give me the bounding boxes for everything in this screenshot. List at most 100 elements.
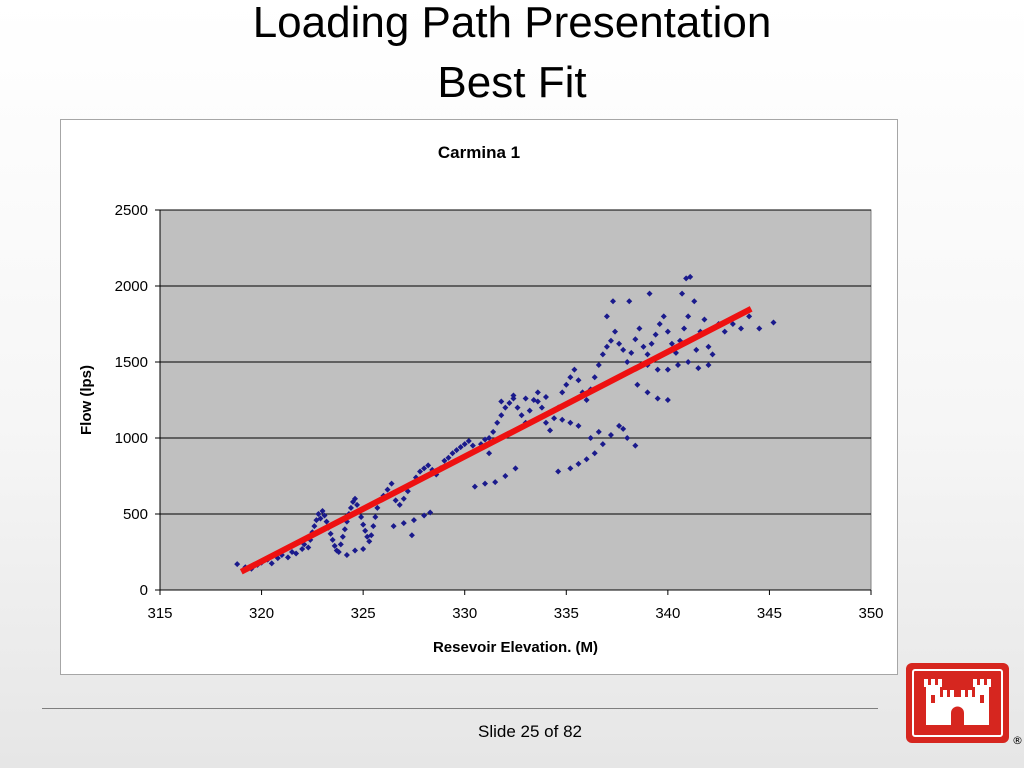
data-point	[644, 351, 651, 358]
data-point	[534, 389, 541, 396]
data-point	[612, 328, 619, 335]
data-point	[347, 504, 354, 511]
data-point	[654, 395, 661, 402]
data-point	[632, 442, 639, 449]
best-fit-line	[239, 306, 753, 575]
data-point	[640, 343, 647, 350]
slide-title-line-1: Loading Path Presentation	[252, 0, 772, 47]
data-point	[510, 392, 517, 399]
data-point	[542, 419, 549, 426]
data-point	[374, 504, 381, 511]
data-point	[368, 532, 375, 539]
data-point	[575, 460, 582, 467]
data-point	[567, 465, 574, 472]
data-point	[384, 486, 391, 493]
data-point	[421, 465, 428, 472]
data-point	[319, 507, 326, 514]
data-point	[358, 514, 365, 521]
data-point	[646, 290, 653, 297]
data-point	[626, 298, 633, 305]
x-tick-label: 335	[554, 605, 579, 622]
data-point	[305, 544, 312, 551]
data-point	[498, 412, 505, 419]
data-point	[352, 547, 359, 554]
data-point	[737, 325, 744, 332]
data-point	[453, 447, 460, 454]
data-point	[337, 541, 344, 548]
data-point	[603, 313, 610, 320]
x-tick-label: 345	[757, 605, 782, 622]
data-point	[329, 536, 336, 543]
x-tick-label: 350	[858, 605, 883, 622]
data-point	[756, 325, 763, 332]
data-point	[469, 442, 476, 449]
data-point	[729, 321, 736, 327]
data-point	[388, 480, 395, 487]
data-point	[583, 397, 590, 403]
data-point	[664, 366, 671, 373]
data-point	[555, 468, 562, 475]
data-point	[636, 325, 643, 332]
data-point	[567, 374, 574, 381]
plot-area	[159, 209, 872, 591]
data-point	[482, 480, 489, 487]
y-axis-label: Flow (lps)	[78, 365, 95, 435]
data-point	[400, 495, 407, 502]
data-point	[652, 331, 659, 338]
data-point	[675, 362, 682, 369]
data-point	[514, 404, 521, 411]
data-point	[679, 290, 686, 297]
data-point	[396, 501, 403, 508]
data-point	[705, 362, 712, 369]
data-point	[632, 336, 639, 343]
data-point	[323, 518, 330, 525]
data-point	[408, 532, 415, 539]
data-point	[268, 560, 275, 567]
data-point	[624, 359, 631, 365]
data-point	[315, 511, 322, 517]
data-point	[563, 381, 570, 388]
data-point	[591, 374, 598, 381]
data-point	[567, 419, 574, 426]
data-point	[274, 555, 281, 562]
data-point	[583, 456, 590, 463]
castle-logo-icon	[906, 663, 1009, 743]
y-tick-label: 2000	[115, 278, 148, 295]
data-point	[427, 509, 434, 516]
data-point	[542, 393, 549, 400]
data-point	[400, 520, 407, 527]
data-point	[339, 533, 346, 540]
y-tick-label: 500	[123, 506, 148, 523]
data-point	[664, 328, 671, 335]
gridlines	[160, 209, 871, 515]
data-point	[575, 422, 582, 429]
data-point	[695, 365, 702, 372]
x-tick-label: 320	[249, 605, 274, 622]
data-point	[457, 444, 464, 451]
data-point	[461, 441, 468, 448]
data-point	[559, 389, 566, 396]
data-point	[362, 527, 369, 534]
data-point	[664, 397, 671, 403]
data-point	[498, 398, 505, 405]
data-point	[616, 340, 623, 347]
data-point	[693, 346, 700, 353]
data-point	[746, 313, 753, 320]
data-point	[343, 552, 350, 559]
data-point	[587, 435, 594, 441]
data-point	[445, 454, 452, 461]
axes: 0 500 1000 1500 2000 2500 315 320 325 330 335 340 34…	[115, 202, 884, 622]
data-point	[417, 468, 424, 475]
data-point	[571, 366, 578, 373]
data-point	[681, 325, 688, 332]
data-point	[390, 523, 397, 530]
slide-title-line-2: Best Fit	[437, 58, 587, 107]
data-point	[518, 412, 525, 419]
data-point	[656, 321, 663, 327]
data-point	[502, 404, 509, 411]
data-point	[709, 351, 716, 358]
data-point	[628, 349, 635, 356]
data-point	[494, 419, 501, 426]
data-point	[502, 473, 509, 479]
x-tick-label: 325	[351, 605, 376, 622]
